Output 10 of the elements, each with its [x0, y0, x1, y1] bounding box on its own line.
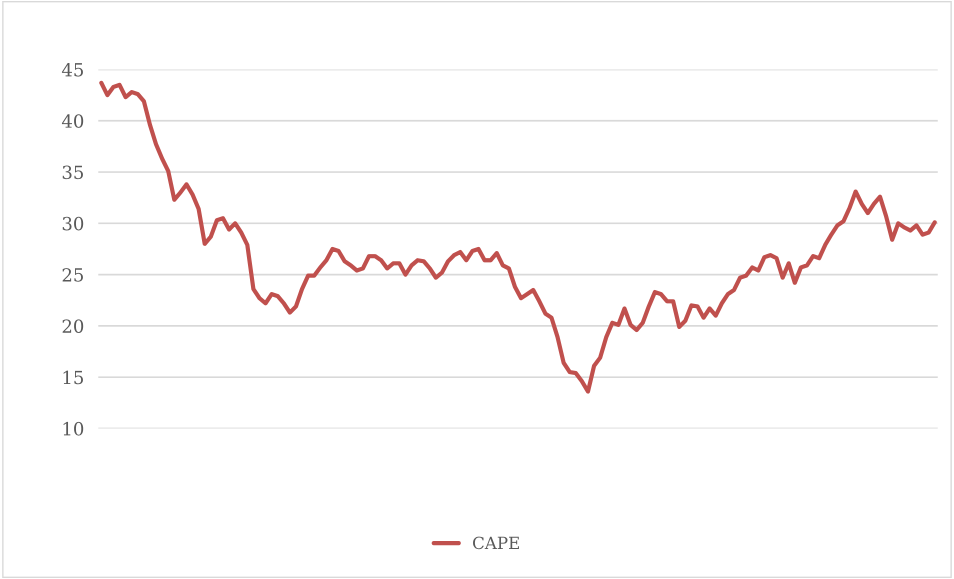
- y-tick-label: 40: [62, 114, 84, 128]
- line-series: [99, 80, 937, 394]
- y-tick-label: 10: [64, 422, 84, 436]
- y-tick-label: 15: [64, 370, 83, 384]
- y-tick-label: 25: [62, 268, 83, 282]
- y-tick-label: 20: [62, 319, 84, 334]
- y-tick-label: 30: [62, 216, 84, 230]
- y-tick-label: 45: [62, 62, 83, 77]
- y-tick-label: 35: [62, 166, 83, 180]
- legend-label: CAPE: [473, 536, 519, 550]
